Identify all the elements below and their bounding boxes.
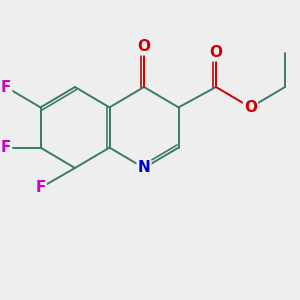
Text: O: O [244,100,257,115]
Text: F: F [35,180,46,195]
Text: N: N [138,160,150,175]
Text: O: O [137,39,151,54]
Text: O: O [209,45,223,60]
Text: F: F [1,140,11,155]
Text: F: F [1,80,11,94]
